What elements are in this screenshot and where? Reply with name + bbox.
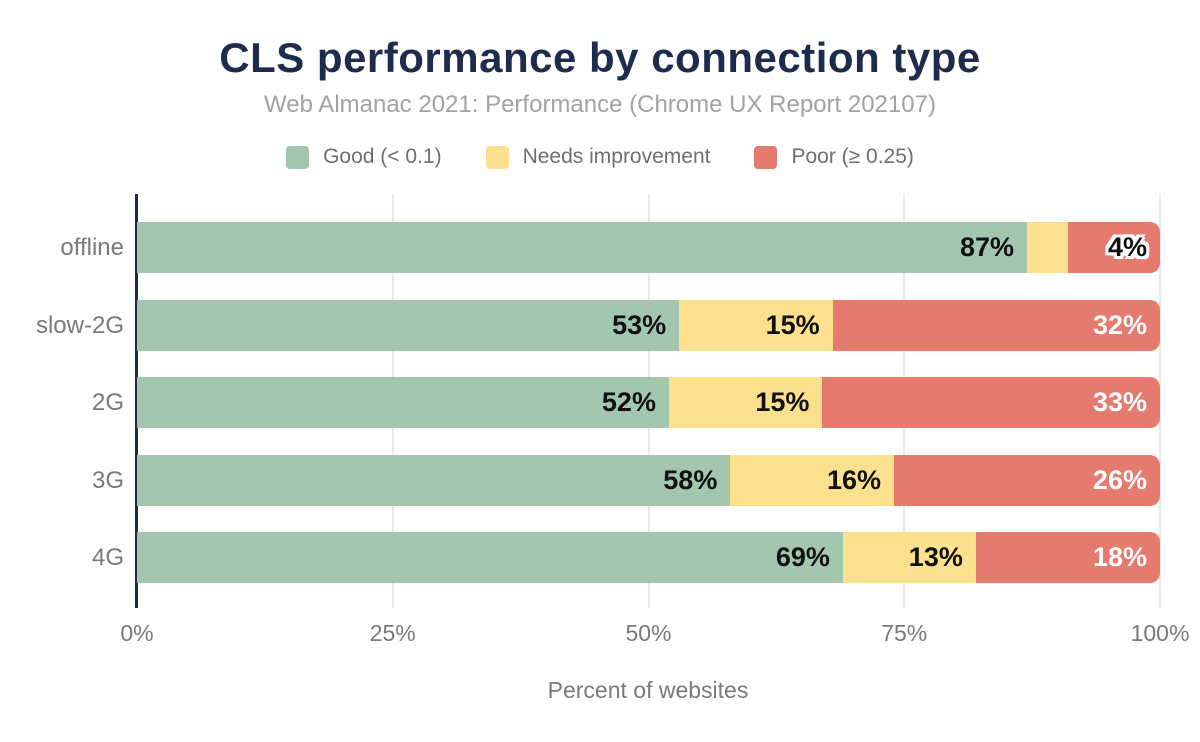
legend-item: Poor (≥ 0.25) [754,145,914,169]
legend-label: Needs improvement [522,145,711,168]
x-tick-label: 50% [625,620,672,646]
bar-segment-good: 58% [137,455,731,506]
legend-label: Good (< 0.1) [323,145,442,168]
bar-row-2G: 52% 15% 33% [137,377,1160,428]
bar-segment-poor: 33% [822,377,1160,428]
chart-subtitle: Web Almanac 2021: Performance (Chrome UX… [264,91,936,118]
segment-value-label: 53% [612,310,667,340]
segment-value-label: 69% [775,542,830,572]
segment-value-label: 52% [601,387,656,417]
bar-segment-poor: 26% [894,455,1160,506]
legend-swatch-icon [754,145,778,169]
bar-segment-needs-improvement: 16% [730,455,894,506]
category-label: 4G [91,543,124,571]
x-tick-label: 75% [881,620,928,646]
x-tick-label: 100% [1130,620,1190,646]
legend-swatch-icon [286,145,310,169]
bar-segment-good: 87% [137,222,1027,273]
bar-segment-needs-improvement [1027,222,1068,273]
category-label: slow-2G [35,311,124,339]
x-axis-title: Percent of websites [547,677,749,703]
segment-value-label: 4% [1107,232,1147,262]
category-label: 2G [91,388,124,416]
bar-segment-good: 69% [137,532,843,583]
segment-value-label: 13% [908,542,963,572]
legend: Good (< 0.1) Needs improvement Poor (≥ 0.2… [0,142,1200,172]
bar-segment-good: 52% [137,377,669,428]
category-label: offline [60,233,124,261]
segment-value-label: 26% [1092,465,1147,495]
segment-value-label: 15% [755,387,810,417]
bar-segment-needs-improvement: 15% [679,300,833,351]
segment-value-label: 15% [765,310,820,340]
legend-label: Poor (≥ 0.25) [791,145,914,168]
x-tick-label: 0% [120,620,154,646]
segment-value-label: 87% [959,232,1014,262]
y-axis-line [134,194,138,608]
gridline [1159,194,1161,608]
bar-segment-poor: 32% [832,300,1160,351]
bar-segment-needs-improvement: 13% [842,532,976,583]
bar-row-4G: 69% 13% 18% [137,532,1160,583]
bar-segment-needs-improvement: 15% [668,377,823,428]
x-tick-label: 25% [369,620,416,646]
segment-value-label: 58% [663,465,718,495]
segment-value-label: 33% [1092,387,1147,417]
segment-value-label: 16% [826,465,881,495]
legend-item: Needs improvement [485,145,711,169]
bar-segment-good: 53% [137,300,680,351]
segment-value-label: 32% [1092,310,1147,340]
legend-item: Good (< 0.1) [286,145,442,169]
segment-value-label: 18% [1092,542,1147,572]
category-label: 3G [91,466,124,494]
bar-segment-poor: 18% [975,532,1160,583]
chart-title: CLS performance by connection type [219,34,981,81]
bar-segment-poor: 4% [1067,222,1160,273]
bar-row-slow-2G: 53% 15% 32% [137,300,1160,351]
legend-swatch-icon [485,145,509,169]
bar-row-3G: 58% 16% 26% [137,455,1160,506]
bar-row-offline: 87% 4% [137,222,1160,273]
